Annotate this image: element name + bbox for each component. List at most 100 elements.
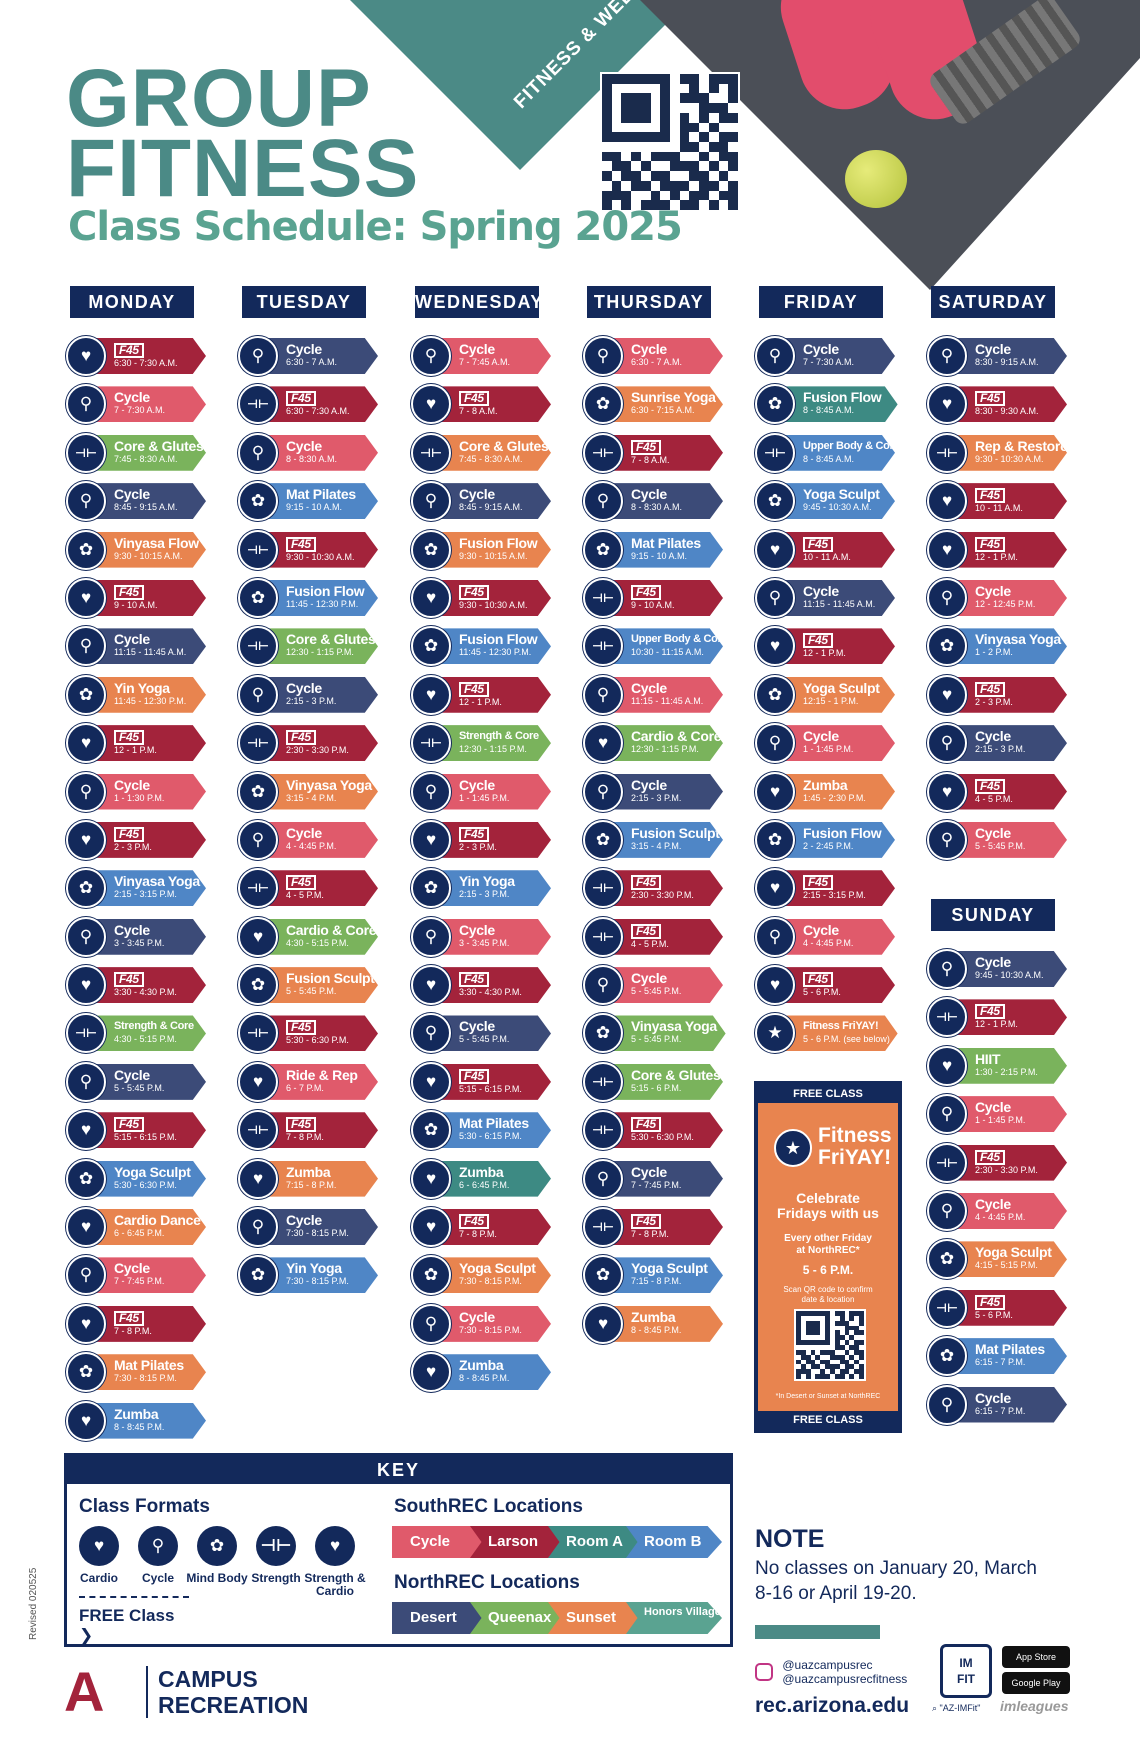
- qr-code[interactable]: [600, 72, 740, 212]
- google-play-badge[interactable]: Google Play: [1002, 1672, 1070, 1694]
- class-entry[interactable]: ♥ F45 5 - 6 P.M.: [755, 961, 905, 1009]
- class-entry[interactable]: ⊣⊢ Core & Glutes 5:15 - 6 P.M.: [583, 1058, 733, 1106]
- instagram-handle-2[interactable]: @uazcampusrecfitness: [782, 1672, 908, 1686]
- class-entry[interactable]: ♥ Zumba 1:45 - 2:30 P.M.: [755, 768, 905, 816]
- class-entry[interactable]: ♥ Zumba 8 - 8:45 P.M.: [411, 1348, 561, 1396]
- class-entry[interactable]: ♥ Cardio & Core 12:30 - 1:15 P.M.: [583, 719, 733, 767]
- class-entry[interactable]: ⊣⊢ Strength & Core 4:30 - 5:15 P.M.: [66, 1009, 216, 1057]
- class-entry[interactable]: ⚲ Cycle 8:45 - 9:15 A.M.: [411, 477, 561, 525]
- class-entry[interactable]: ⊣⊢ F45 12 - 1 P.M.: [927, 993, 1077, 1041]
- class-entry[interactable]: ⚲ Cycle 3 - 3:45 P.M.: [411, 913, 561, 961]
- class-entry[interactable]: ✿ Vinyasa Yoga 3:15 - 4 P.M.: [238, 768, 388, 816]
- class-entry[interactable]: ⊣⊢ F45 9:30 - 10:30 A.M.: [238, 526, 388, 574]
- class-entry[interactable]: ⚲ Cycle 11:15 - 11:45 A.M.: [66, 622, 216, 670]
- class-entry[interactable]: ⊣⊢ F45 6:30 - 7:30 A.M.: [238, 380, 388, 428]
- friyay-qr-code[interactable]: [794, 1309, 866, 1381]
- class-entry[interactable]: ♥ F45 12 - 1 P.M.: [411, 671, 561, 719]
- class-entry[interactable]: ♥ Ride & Rep 6 - 7 P.M.: [238, 1058, 388, 1106]
- class-entry[interactable]: ✿ Fusion Flow 9:30 - 10:15 A.M.: [411, 526, 561, 574]
- class-entry[interactable]: ♥ F45 4 - 5 P.M.: [927, 768, 1077, 816]
- class-entry[interactable]: ♥ F45 8:30 - 9:30 A.M.: [927, 380, 1077, 428]
- class-entry[interactable]: ⚲ Cycle 11:15 - 11:45 A.M.: [583, 671, 733, 719]
- class-entry[interactable]: ✿ Yoga Sculpt 9:45 - 10:30 A.M.: [755, 477, 905, 525]
- class-entry[interactable]: ♥ F45 5:15 - 6:15 P.M.: [411, 1058, 561, 1106]
- class-entry[interactable]: ♥ Zumba 8 - 8:45 P.M.: [66, 1397, 216, 1445]
- class-entry[interactable]: ⊣⊢ F45 2:30 - 3:30 P.M.: [238, 719, 388, 767]
- class-entry[interactable]: ✿ Yin Yoga 2:15 - 3 P.M.: [411, 864, 561, 912]
- class-entry[interactable]: ⚲ Cycle 4 - 4:45 P.M.: [755, 913, 905, 961]
- class-entry[interactable]: ⊣⊢ F45 2:30 - 3:30 P.M.: [927, 1139, 1077, 1187]
- class-entry[interactable]: ⚲ Cycle 1 - 1:45 P.M.: [927, 1090, 1077, 1138]
- class-entry[interactable]: ✿ Fusion Flow 2 - 2:45 P.M.: [755, 816, 905, 864]
- class-entry[interactable]: ✿ Yoga Sculpt 7:30 - 8:15 P.M.: [411, 1251, 561, 1299]
- class-entry[interactable]: ♥ HIIT 1:30 - 2:15 P.M.: [927, 1042, 1077, 1090]
- class-entry[interactable]: ⚲ Cycle 1 - 1:45 P.M.: [755, 719, 905, 767]
- class-entry[interactable]: ✿ Mat Pilates 6:15 - 7 P.M.: [927, 1332, 1077, 1380]
- class-entry[interactable]: ♥ F45 2 - 3 P.M.: [927, 671, 1077, 719]
- class-entry[interactable]: ⚲ Cycle 3 - 3:45 P.M.: [66, 913, 216, 961]
- class-entry[interactable]: ⊣⊢ F45 5:30 - 6:30 P.M.: [238, 1009, 388, 1057]
- class-entry[interactable]: ♥ F45 12 - 1 P.M.: [66, 719, 216, 767]
- class-entry[interactable]: ♥ F45 12 - 1 P.M.: [927, 526, 1077, 574]
- class-entry[interactable]: ✿ Yoga Sculpt 4:15 - 5:15 P.M.: [927, 1235, 1077, 1283]
- class-entry[interactable]: ✿ Vinyasa Yoga 1 - 2 P.M.: [927, 622, 1077, 670]
- class-entry[interactable]: ⚲ Cycle 7 - 7:45 P.M.: [583, 1155, 733, 1203]
- class-entry[interactable]: ♥ F45 10 - 11 A.M.: [927, 477, 1077, 525]
- class-entry[interactable]: ♥ F45 12 - 1 P.M.: [755, 622, 905, 670]
- class-entry[interactable]: ♥ F45 9 - 10 A.M.: [66, 574, 216, 622]
- class-entry[interactable]: ⊣⊢ F45 4 - 5 P.M.: [583, 913, 733, 961]
- class-entry[interactable]: ⊣⊢ Upper Body & Core 10:30 - 11:15 A.M.: [583, 622, 733, 670]
- class-entry[interactable]: ✿ Fusion Flow 8 - 8:45 A.M.: [755, 380, 905, 428]
- class-entry[interactable]: ⚲ Cycle 8:45 - 9:15 A.M.: [66, 477, 216, 525]
- class-entry[interactable]: ♥ F45 2 - 3 P.M.: [411, 816, 561, 864]
- class-entry[interactable]: ⊣⊢ F45 5:30 - 6:30 P.M.: [583, 1106, 733, 1154]
- class-entry[interactable]: ⚲ Cycle 2:15 - 3 P.M.: [583, 768, 733, 816]
- class-entry[interactable]: ✿ Fusion Sculpt 3:15 - 4 P.M.: [583, 816, 733, 864]
- instagram-handle-1[interactable]: @uazcampusrec: [782, 1658, 873, 1672]
- class-entry[interactable]: ♥ F45 7 - 8 P.M.: [66, 1300, 216, 1348]
- class-entry[interactable]: ⚲ Cycle 8 - 8:30 A.M.: [238, 429, 388, 477]
- class-entry[interactable]: ⚲ Cycle 7 - 7:45 P.M.: [66, 1251, 216, 1299]
- imfit-logo[interactable]: IM FIT: [940, 1644, 992, 1698]
- class-entry[interactable]: ⊣⊢ F45 2:30 - 3:30 P.M.: [583, 864, 733, 912]
- class-entry[interactable]: ✿ Vinyasa Yoga 5 - 5:45 P.M.: [583, 1009, 733, 1057]
- class-entry[interactable]: ⚲ Cycle 5 - 5:45 P.M.: [66, 1058, 216, 1106]
- class-entry[interactable]: ♥ F45 7 - 8 P.M.: [411, 1203, 561, 1251]
- imleagues-logo[interactable]: imleagues: [1000, 1698, 1069, 1714]
- class-entry[interactable]: ⊣⊢ F45 7 - 8 P.M.: [238, 1106, 388, 1154]
- class-entry[interactable]: ⊣⊢ Strength & Core 12:30 - 1:15 P.M.: [411, 719, 561, 767]
- class-entry[interactable]: ⚲ Cycle 7 - 7:45 A.M.: [411, 332, 561, 380]
- class-entry[interactable]: ✿ Vinyasa Yoga 2:15 - 3:15 P.M.: [66, 864, 216, 912]
- class-entry[interactable]: ♥ F45 7 - 8 A.M.: [411, 380, 561, 428]
- app-store-badge[interactable]: App Store: [1002, 1646, 1070, 1668]
- class-entry[interactable]: ♥ Cardio & Core 4:30 - 5:15 P.M.: [238, 913, 388, 961]
- class-entry[interactable]: ✿ Fusion Flow 11:45 - 12:30 P.M.: [411, 622, 561, 670]
- class-entry[interactable]: ♥ Cardio Dance 6 - 6:45 P.M.: [66, 1203, 216, 1251]
- class-entry[interactable]: ⚲ Cycle 6:15 - 7 P.M.: [927, 1381, 1077, 1429]
- class-entry[interactable]: ⊣⊢ Core & Glutes 7:45 - 8:30 A.M.: [411, 429, 561, 477]
- class-entry[interactable]: ⚲ Cycle 2:15 - 3 P.M.: [927, 719, 1077, 767]
- class-entry[interactable]: ♥ F45 3:30 - 4:30 P.M.: [411, 961, 561, 1009]
- class-entry[interactable]: ✿ Fusion Flow 11:45 - 12:30 P.M.: [238, 574, 388, 622]
- class-entry[interactable]: ⚲ Cycle 7:30 - 8:15 P.M.: [238, 1203, 388, 1251]
- class-entry[interactable]: ♥ F45 2 - 3 P.M.: [66, 816, 216, 864]
- class-entry[interactable]: ⊣⊢ Core & Glutes 12:30 - 1:15 P.M.: [238, 622, 388, 670]
- class-entry[interactable]: ✿ Yin Yoga 11:45 - 12:30 P.M.: [66, 671, 216, 719]
- class-entry[interactable]: ⚲ Cycle 7 - 7:30 A.M.: [66, 380, 216, 428]
- class-entry[interactable]: ⚲ Cycle 4 - 4:45 P.M.: [238, 816, 388, 864]
- class-entry[interactable]: ♥ Zumba 7:15 - 8 P.M.: [238, 1155, 388, 1203]
- class-entry[interactable]: ⊣⊢ Upper Body & Core 8 - 8:45 A.M.: [755, 429, 905, 477]
- class-entry[interactable]: ♥ F45 6:30 - 7:30 A.M.: [66, 332, 216, 380]
- class-entry[interactable]: ✿ Fusion Sculpt 5 - 5:45 P.M.: [238, 961, 388, 1009]
- class-entry[interactable]: ⚲ Cycle 4 - 4:45 P.M.: [927, 1187, 1077, 1235]
- class-entry[interactable]: ♥ Zumba 6 - 6:45 P.M.: [411, 1155, 561, 1203]
- class-entry[interactable]: ♥ F45 3:30 - 4:30 P.M.: [66, 961, 216, 1009]
- class-entry[interactable]: ✿ Mat Pilates 9:15 - 10 A.M.: [238, 477, 388, 525]
- class-entry[interactable]: ⚲ Cycle 12 - 12:45 P.M.: [927, 574, 1077, 622]
- website-link[interactable]: rec.arizona.edu: [755, 1694, 910, 1717]
- class-entry[interactable]: ⚲ Cycle 5 - 5:45 P.M.: [927, 816, 1077, 864]
- class-entry[interactable]: ⊣⊢ F45 7 - 8 A.M.: [583, 429, 733, 477]
- class-entry[interactable]: ✿ Sunrise Yoga 6:30 - 7:15 A.M.: [583, 380, 733, 428]
- class-entry[interactable]: ✿ Vinyasa Flow 9:30 - 10:15 A.M.: [66, 526, 216, 574]
- class-entry[interactable]: ⚲ Cycle 8 - 8:30 A.M.: [583, 477, 733, 525]
